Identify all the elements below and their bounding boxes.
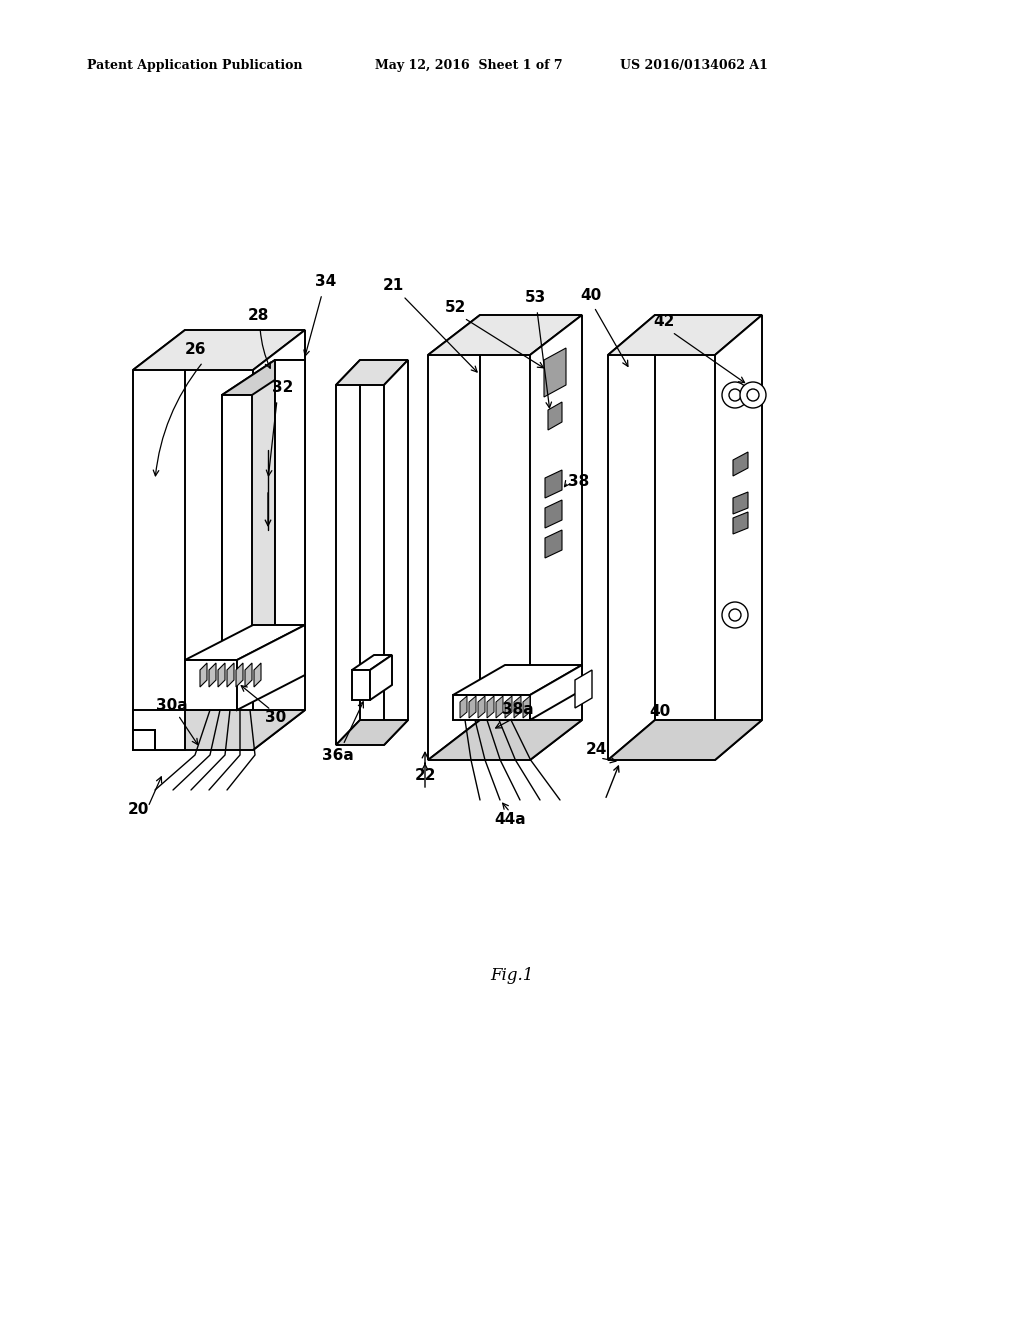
Polygon shape (222, 395, 252, 675)
Text: May 12, 2016  Sheet 1 of 7: May 12, 2016 Sheet 1 of 7 (375, 58, 562, 71)
Circle shape (729, 609, 741, 620)
Polygon shape (428, 719, 582, 760)
Polygon shape (185, 660, 237, 710)
Polygon shape (530, 315, 582, 760)
Text: 24: 24 (586, 742, 606, 758)
Polygon shape (496, 696, 503, 718)
Polygon shape (227, 663, 234, 686)
Text: 21: 21 (382, 277, 403, 293)
Polygon shape (352, 671, 370, 700)
Polygon shape (133, 710, 305, 750)
Text: 38: 38 (568, 474, 589, 490)
Polygon shape (245, 663, 252, 686)
Polygon shape (733, 492, 748, 513)
Polygon shape (336, 360, 360, 744)
Polygon shape (608, 719, 762, 760)
Polygon shape (608, 315, 655, 760)
Polygon shape (545, 470, 562, 498)
Text: 40: 40 (649, 705, 671, 719)
Polygon shape (384, 360, 408, 744)
Polygon shape (548, 403, 562, 430)
Polygon shape (530, 665, 582, 719)
Polygon shape (222, 640, 305, 675)
Polygon shape (133, 710, 185, 750)
Polygon shape (575, 671, 592, 708)
Polygon shape (545, 500, 562, 528)
Text: 22: 22 (415, 767, 436, 783)
Polygon shape (254, 663, 261, 686)
Polygon shape (237, 624, 305, 710)
Polygon shape (608, 315, 762, 355)
Text: 34: 34 (315, 275, 337, 289)
Polygon shape (336, 719, 408, 744)
Polygon shape (209, 663, 216, 686)
Polygon shape (514, 696, 521, 718)
Polygon shape (218, 663, 225, 686)
Text: 53: 53 (524, 290, 546, 305)
Text: 28: 28 (248, 308, 268, 322)
Polygon shape (275, 360, 305, 640)
Circle shape (722, 602, 748, 628)
Polygon shape (733, 512, 748, 535)
Text: 40: 40 (581, 288, 602, 302)
Polygon shape (200, 663, 207, 686)
Polygon shape (545, 531, 562, 558)
Polygon shape (478, 696, 485, 718)
Polygon shape (469, 696, 476, 718)
Polygon shape (185, 624, 305, 660)
Circle shape (729, 389, 741, 401)
Circle shape (740, 381, 766, 408)
Polygon shape (352, 655, 392, 671)
Polygon shape (253, 330, 305, 750)
Polygon shape (428, 315, 582, 355)
Polygon shape (222, 360, 275, 675)
Text: 44a: 44a (495, 813, 525, 828)
Text: 20: 20 (127, 803, 148, 817)
Polygon shape (733, 451, 748, 477)
Text: 52: 52 (444, 301, 466, 315)
Polygon shape (133, 330, 305, 370)
Text: Fig.1: Fig.1 (490, 966, 534, 983)
Polygon shape (453, 696, 530, 719)
Text: 38a: 38a (502, 702, 534, 718)
Circle shape (746, 389, 759, 401)
Text: 32: 32 (272, 380, 294, 396)
Polygon shape (460, 696, 467, 718)
Polygon shape (133, 730, 155, 750)
Polygon shape (505, 696, 512, 718)
Polygon shape (236, 663, 243, 686)
Polygon shape (544, 348, 566, 397)
Polygon shape (523, 696, 530, 718)
Text: Patent Application Publication: Patent Application Publication (87, 58, 302, 71)
Text: 26: 26 (184, 342, 206, 358)
Polygon shape (336, 360, 408, 385)
Polygon shape (222, 360, 305, 395)
Polygon shape (715, 315, 762, 760)
Circle shape (722, 381, 748, 408)
Polygon shape (133, 330, 185, 750)
Text: 30: 30 (265, 710, 287, 726)
Polygon shape (487, 696, 494, 718)
Text: 30a: 30a (157, 697, 187, 713)
Polygon shape (453, 665, 582, 696)
Text: 42: 42 (653, 314, 675, 330)
Polygon shape (370, 655, 392, 700)
Polygon shape (428, 315, 480, 760)
Text: US 2016/0134062 A1: US 2016/0134062 A1 (620, 58, 768, 71)
Text: 36a: 36a (323, 747, 354, 763)
